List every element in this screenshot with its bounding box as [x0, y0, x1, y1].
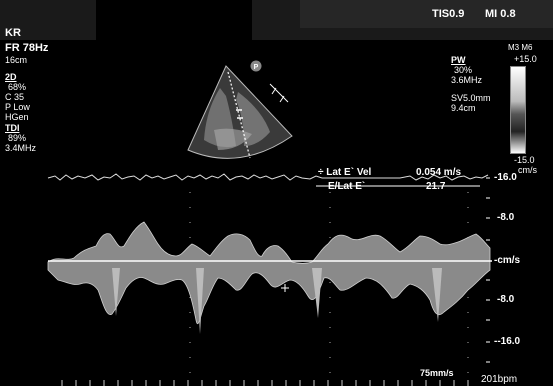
heart-rate: 201bpm: [481, 374, 518, 385]
pw-frequency: 3.6MHz: [451, 75, 483, 85]
gray-scale-bar: [510, 66, 526, 154]
lat-e-vel-label: ÷ Lat E` Vel: [318, 167, 372, 178]
sample-volume: SV5.0mm: [451, 93, 491, 103]
orientation-marker-label: P: [254, 64, 259, 71]
e-lat-e-label: E/Lat E`: [328, 181, 366, 192]
doppler-scale-ticks: [486, 177, 490, 363]
mode-2d-compression: C 35: [5, 92, 25, 102]
orientation-marker-icon: [250, 60, 262, 72]
e-lat-e-value: 21.7: [426, 181, 446, 192]
mode-2d-gain: 68%: [8, 82, 27, 92]
pw-gain: 30%: [454, 65, 473, 75]
velocity-scale-top: +15.0: [514, 54, 537, 64]
tdi-frequency: 3.4MHz: [5, 143, 37, 153]
gate-depth: 9.4cm: [451, 103, 476, 113]
time-ticks: [61, 380, 469, 386]
patient-initials: KR: [5, 27, 21, 39]
header-patient-panel: [96, 0, 252, 40]
doppler-scale-unit: -cm/s: [494, 255, 521, 266]
lat-e-vel-value: 0.054 m/s: [416, 167, 462, 178]
velocity-scale-bottom: -15.0: [514, 155, 535, 165]
sweep-speed: 75mm/s: [420, 368, 454, 378]
frame-rate: FR 78Hz: [5, 42, 49, 54]
cursor-line: [227, 71, 251, 159]
doppler-spikes: [112, 268, 442, 334]
tdi-gain: 89%: [8, 133, 27, 143]
ecg-trace: [47, 173, 489, 181]
doppler-scale-minus8: -8.0: [497, 294, 515, 305]
pw-title: PW: [451, 55, 466, 65]
header-index-panel: [300, 0, 553, 28]
velocity-scale-unit: cm/s: [518, 165, 537, 175]
measurement-cursor-icon: [281, 284, 289, 292]
mi-index: MI 0.8: [485, 8, 516, 20]
image-depth: 16cm: [5, 55, 28, 65]
doppler-scale-top: -16.0: [494, 172, 517, 183]
doppler-scale-plus8: -8.0: [497, 212, 515, 223]
tis-index: TIS0.9: [432, 8, 465, 20]
mode-2d-title: 2D: [5, 72, 17, 82]
probe-orientation-icon: [269, 83, 289, 103]
echo-sector-thumbnail: P: [187, 60, 293, 159]
tdi-title: TDI: [5, 123, 20, 133]
doppler-scale-bottom: --16.0: [494, 336, 521, 347]
mode-2d-harmonic: HGen: [5, 112, 29, 122]
map-label: M3 M6: [508, 43, 533, 52]
tissue-doppler-spectrum: [47, 221, 491, 325]
mode-2d-power: P Low: [5, 102, 30, 112]
